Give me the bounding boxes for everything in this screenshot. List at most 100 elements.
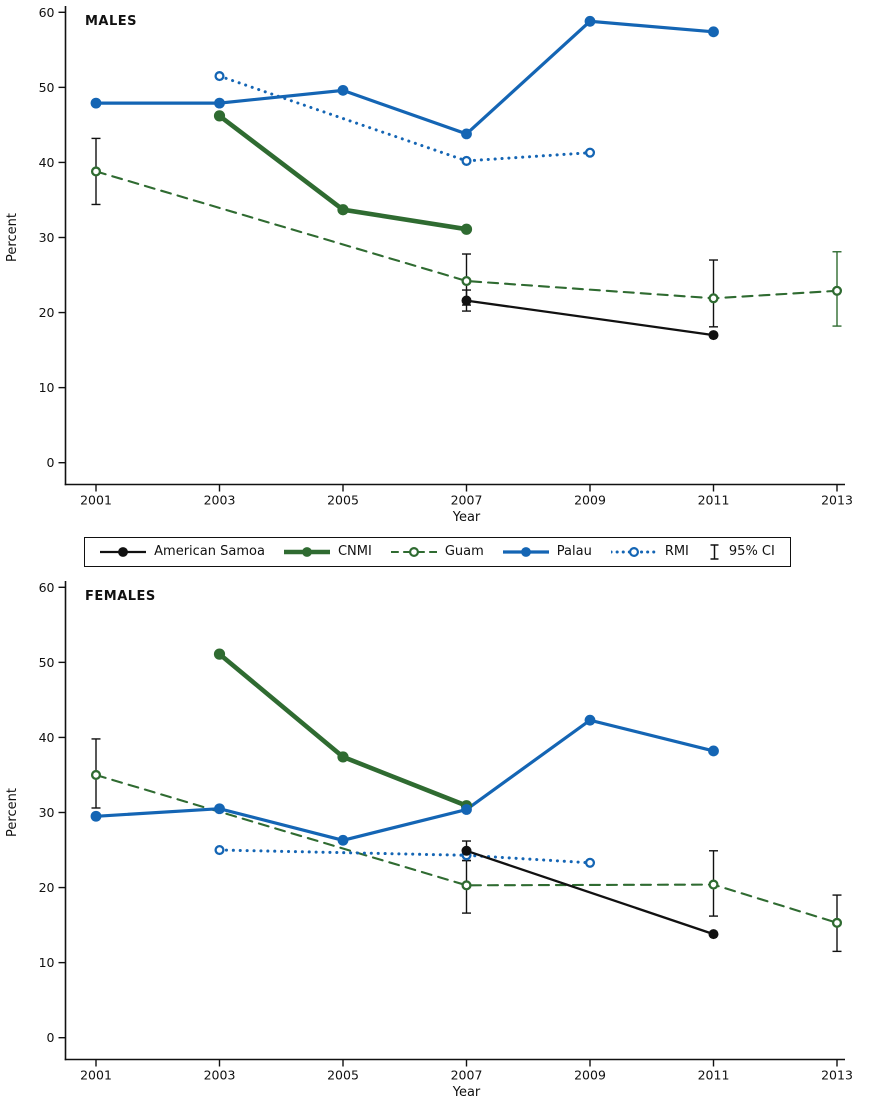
series-line <box>94 170 839 300</box>
series-rmi <box>218 848 592 865</box>
data-point-marker <box>90 97 102 109</box>
x-tick-label: 2001 <box>80 1068 112 1083</box>
x-tick-label: 2013 <box>821 1068 853 1083</box>
data-point-marker <box>708 293 719 304</box>
y-tick-label: 0 <box>47 1030 55 1045</box>
males-chart: 0 10 20 30 40 50 60 2001 2003 2005 2007 2009 2011 201… <box>5 5 853 525</box>
data-point-marker <box>214 844 225 856</box>
x-axis-title: Year <box>452 510 481 525</box>
data-point-marker <box>213 110 226 122</box>
data-point-marker <box>90 166 102 177</box>
legend-marker <box>520 547 531 557</box>
legend-marker <box>408 546 419 558</box>
y-tick-label: 20 <box>39 880 55 895</box>
series-line <box>94 773 839 924</box>
markers-rmi <box>214 71 596 166</box>
data-point-marker <box>461 880 472 891</box>
axes: 0 10 20 30 40 50 60 2001 2003 2005 2007 2009 2011 201… <box>39 5 853 508</box>
data-point-marker <box>831 917 843 928</box>
data-point-marker <box>708 929 719 940</box>
y-tick-label: 50 <box>39 655 55 670</box>
x-tick-label: 2009 <box>574 493 606 508</box>
legend-item-cnmi: CNMI <box>283 544 372 560</box>
y-tick-label: 10 <box>39 955 55 970</box>
markers-guam <box>90 769 843 928</box>
american-samoa-line-marker-icon <box>100 547 147 557</box>
x-tick-label: 2003 <box>204 1068 236 1083</box>
legend-label-95-ci: 95% CI <box>728 544 775 559</box>
error-bar-icon <box>710 544 719 560</box>
series-palau <box>95 718 714 842</box>
data-point-marker <box>708 330 719 341</box>
data-point-marker <box>337 751 349 763</box>
legend-item-guam: Guam <box>390 544 484 560</box>
y-tick-label: 30 <box>39 805 55 820</box>
series-line <box>96 19 714 136</box>
data-point-marker <box>708 26 719 38</box>
series-line <box>466 849 714 936</box>
y-tick-label: 50 <box>39 80 55 95</box>
legend-row: American Samoa CNMI Guam Palau RMI 95% C… <box>0 529 875 575</box>
x-tick-label: 2005 <box>327 1068 359 1083</box>
series-guam <box>94 773 839 924</box>
data-point-marker <box>214 803 225 815</box>
y-tick-label: 10 <box>39 380 55 395</box>
x-tick-label: 2007 <box>451 493 483 508</box>
data-point-marker <box>337 84 349 96</box>
y-axis-title: Percent <box>5 213 20 262</box>
data-point-marker <box>90 769 102 781</box>
data-point-marker <box>213 648 226 660</box>
y-tick-label: 40 <box>39 155 55 170</box>
x-axis-title: Year <box>452 1085 481 1100</box>
x-tick-label: 2003 <box>204 493 236 508</box>
y-tick-label: 30 <box>39 230 55 245</box>
legend-marker <box>118 547 129 557</box>
data-point-marker <box>584 147 596 158</box>
y-axis-title: Percent <box>5 788 20 837</box>
data-point-marker <box>708 879 719 890</box>
x-tick-label: 2009 <box>574 1068 606 1083</box>
data-point-marker <box>584 857 596 868</box>
data-point-marker <box>461 295 472 306</box>
rmi-line-marker-icon <box>610 546 657 558</box>
females-chart: 0 10 20 30 40 50 60 2001 2003 2005 2007 2009 2011 201… <box>5 580 853 1100</box>
markers-cnmi <box>213 648 473 812</box>
legend-item-american-samoa: American Samoa <box>100 544 265 560</box>
x-tick-label: 2011 <box>698 1068 730 1083</box>
data-point-marker <box>461 845 472 856</box>
markers-cnmi <box>213 110 473 235</box>
x-tick-label: 2011 <box>698 493 730 508</box>
series-line <box>218 74 592 163</box>
x-tick-label: 2007 <box>451 1068 483 1083</box>
legend-label-rmi: RMI <box>664 544 689 559</box>
series-line <box>95 718 714 842</box>
legend-label-palau: Palau <box>556 544 592 559</box>
data-point-marker <box>584 714 596 726</box>
y-tick-label: 0 <box>47 455 55 470</box>
legend-label-cnmi: CNMI <box>337 544 372 559</box>
series-rmi <box>218 74 592 163</box>
guam-line-marker-icon <box>390 546 437 558</box>
series-american-samoa <box>466 849 714 936</box>
data-point-marker <box>831 285 843 296</box>
markers-american-samoa <box>461 295 719 341</box>
legend-item-palau: Palau <box>502 544 592 560</box>
legend-item-rmi: RMI <box>610 544 689 560</box>
legend-marker <box>302 547 312 557</box>
panel-title: FEMALES <box>85 589 156 604</box>
x-tick-label: 2005 <box>327 493 359 508</box>
cnmi-line-marker-icon <box>283 547 330 557</box>
axes: 0 10 20 30 40 50 60 2001 2003 2005 2007 2009 2011 201… <box>39 580 853 1083</box>
data-point-marker <box>337 834 349 846</box>
data-point-marker <box>214 71 225 82</box>
y-tick-label: 20 <box>39 305 55 320</box>
markers-guam <box>90 166 843 304</box>
series-line <box>218 848 592 865</box>
y-tick-label: 60 <box>39 580 55 595</box>
markers-palau <box>90 714 719 846</box>
x-tick-label: 2013 <box>821 493 853 508</box>
data-point-marker <box>214 97 225 109</box>
data-point-marker <box>337 204 349 216</box>
data-point-marker <box>460 223 473 235</box>
y-tick-label: 40 <box>39 730 55 745</box>
